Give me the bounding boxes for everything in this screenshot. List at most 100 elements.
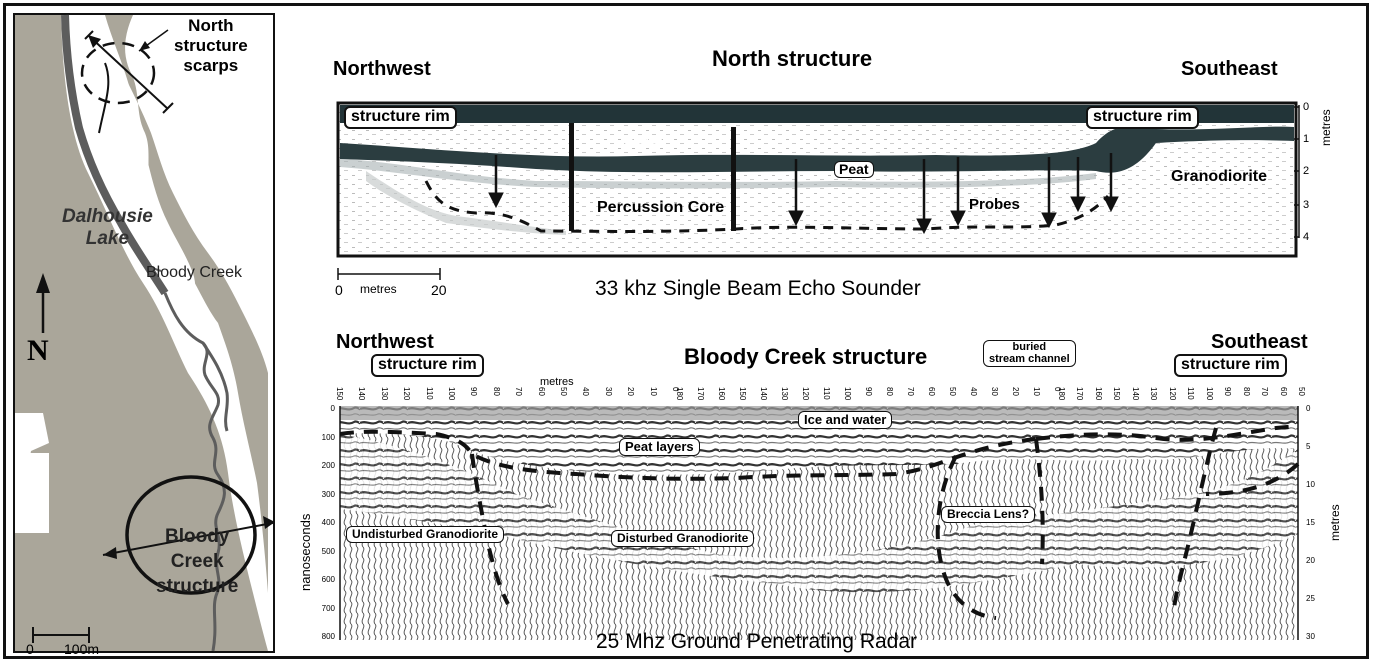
radar-top-tick: 180: [1057, 387, 1066, 401]
radar-right-axis-ticks: 0 5 10 15 20 25 30: [1306, 404, 1330, 644]
echo-title: North structure: [712, 46, 873, 71]
radar-top-tick: 140: [759, 387, 768, 401]
radar-axis-tick: 500: [321, 546, 335, 556]
radar-top-tick: 180: [675, 387, 684, 401]
radar-axis-tick: 0: [1306, 404, 1311, 413]
land-east: [75, 15, 268, 593]
map-scale-label: 100m: [64, 641, 100, 657]
radar-axis-tick: 400: [321, 518, 335, 527]
radar-axis-tick: 0: [330, 404, 335, 413]
radar-top-tick: 30: [990, 387, 999, 396]
radar-top-tick: 20: [626, 387, 636, 396]
radar-top-tick: 60: [1278, 387, 1288, 396]
radar-top-tick: 20: [1011, 387, 1020, 396]
bloody-creek-label: Bloody Creek: [146, 264, 243, 281]
radar-buried-channel: buried stream channel: [983, 340, 1076, 368]
radar-top-tick: 170: [696, 387, 705, 401]
radar-top-tick: 70: [514, 387, 524, 396]
radar-top-axis-ticks: 150 140 130 120 110 100 90 80 70 60 50 40 30 20 10 0 180…: [335, 387, 1306, 405]
lake-water: [73, 15, 196, 333]
radar-axis-tick: 30: [1306, 632, 1315, 641]
radar-top-tick: 140: [1130, 387, 1140, 401]
radar-top-tick: 100: [1204, 387, 1214, 401]
radar-title: Bloody Creek structure: [684, 344, 928, 369]
radar-axes: [339, 406, 1299, 640]
radar-top-tick: 130: [379, 387, 389, 401]
echo-rim-left: structure rim: [344, 106, 457, 129]
radar-disturbed-label: Disturbed Granodiorite: [611, 530, 755, 547]
echo-percussion-core-label: Percussion Core: [597, 199, 725, 216]
echo-peat-label: Peat: [834, 161, 874, 178]
echo-tick-3: 3: [1303, 199, 1310, 211]
radar-top-tick: 130: [1149, 387, 1159, 401]
radar-top-tick: 150: [1112, 387, 1122, 401]
echo-tick-1: 1: [1303, 133, 1310, 145]
echo-probes-label: Probes: [969, 196, 1020, 213]
radar-top-tick: 100: [447, 387, 456, 401]
radar-top-tick: 170: [1075, 387, 1085, 401]
bloody-creek-structure-outline: [125, 475, 257, 595]
radar-axis-tick: 20: [1306, 556, 1315, 565]
echo-basement-contact: [424, 180, 1110, 233]
radar-undisturbed-label: Undisturbed Granodiorite: [346, 526, 505, 543]
radar-right-axis-label: metres: [1328, 504, 1342, 541]
radar-top-tick: 80: [491, 387, 501, 396]
radar-top-tick: 60: [536, 387, 546, 396]
radar-rim-left: structure rim: [371, 354, 484, 377]
map-scale-zero: 0: [26, 641, 34, 657]
north-structure-scarps-label: North structure scarps: [174, 16, 248, 75]
radar-top-tick: 40: [581, 387, 591, 396]
bloody-creek-structure-label: Bloody Creek structure: [156, 526, 239, 597]
dalhousie-lake-label: Dalhousie Lake: [62, 206, 153, 249]
figure-frame: North structure scarps Dalhousie Lake Bl…: [3, 3, 1369, 659]
radar-axis-tick: 700: [321, 603, 335, 613]
north-structure-outline: [80, 41, 156, 105]
radar-axis-tick: 5: [1306, 442, 1311, 451]
radar-top-tick: 60: [927, 387, 936, 396]
radar-top-tick: 90: [864, 387, 873, 396]
radar-axis-tick: 600: [321, 575, 335, 584]
radar-caption: 25 Mhz Ground Penetrating Radar: [596, 630, 918, 653]
radar-top-tick: 110: [1186, 387, 1196, 400]
radar-top-tick: 120: [801, 387, 810, 401]
radar-top-tick: 70: [1260, 387, 1270, 396]
radar-left-axis-ticks: 0 100 200 300 400 500 600 700 800: [311, 404, 335, 644]
echo-depth-axis-label: metres: [1319, 109, 1333, 146]
radar-top-tick: 50: [1297, 387, 1306, 396]
echo-rim-right: structure rim: [1086, 106, 1199, 129]
radar-top-tick: 130: [780, 387, 789, 401]
radar-top-tick: 90: [469, 387, 479, 396]
radar-top-tick: 50: [948, 387, 957, 396]
radar-top-tick: 120: [1167, 387, 1177, 401]
radar-breccia-label: Breccia Lens?: [941, 506, 1036, 523]
gpr-profile: [339, 406, 1300, 640]
radar-peat-layers-label: Peat layers: [619, 438, 700, 456]
echo-tick-2: 2: [1303, 165, 1310, 177]
radar-axis-tick: 200: [321, 461, 335, 470]
radar-axis-tick: 25: [1306, 594, 1315, 603]
radar-top-axis-label: metres: [540, 376, 574, 388]
radar-top-tick: 30: [603, 387, 613, 396]
radar-top-tick: 70: [906, 387, 915, 396]
echo-scale-end: 20: [431, 282, 447, 298]
echo-scale-unit: metres: [360, 282, 397, 296]
echo-tick-0: 0: [1303, 101, 1310, 113]
map-scale-bar: [32, 627, 90, 643]
radar-interpreted-contacts: [339, 424, 1300, 620]
radar-top-tick: 160: [1093, 387, 1103, 401]
radar-top-tick: 80: [1241, 387, 1251, 396]
echo-scale-start: 0: [335, 282, 343, 298]
location-map: [13, 13, 275, 653]
radar-top-tick: 110: [424, 387, 434, 400]
radar-top-tick: 150: [335, 387, 344, 401]
echo-scale-bar: [337, 268, 441, 280]
echo-depth-axis: [1294, 105, 1300, 238]
radar-top-tick: 10: [648, 387, 658, 396]
radar-ice-water-label: Ice and water: [798, 411, 893, 429]
radar-northwest-label: Northwest: [336, 331, 434, 353]
radar-rim-right: structure rim: [1174, 354, 1287, 377]
radar-top-tick: 50: [559, 387, 568, 396]
echo-tick-4: 4: [1303, 231, 1310, 243]
creek-channel: [61, 14, 169, 296]
north-arrow: [36, 273, 50, 333]
